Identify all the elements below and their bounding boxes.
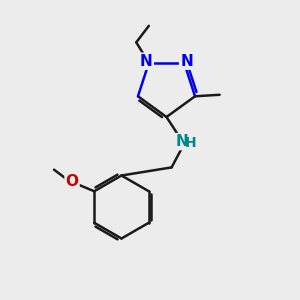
Text: N: N bbox=[140, 54, 153, 69]
Text: O: O bbox=[65, 174, 79, 189]
Text: N: N bbox=[180, 54, 193, 69]
Text: N: N bbox=[176, 134, 188, 149]
Text: H: H bbox=[185, 136, 196, 150]
